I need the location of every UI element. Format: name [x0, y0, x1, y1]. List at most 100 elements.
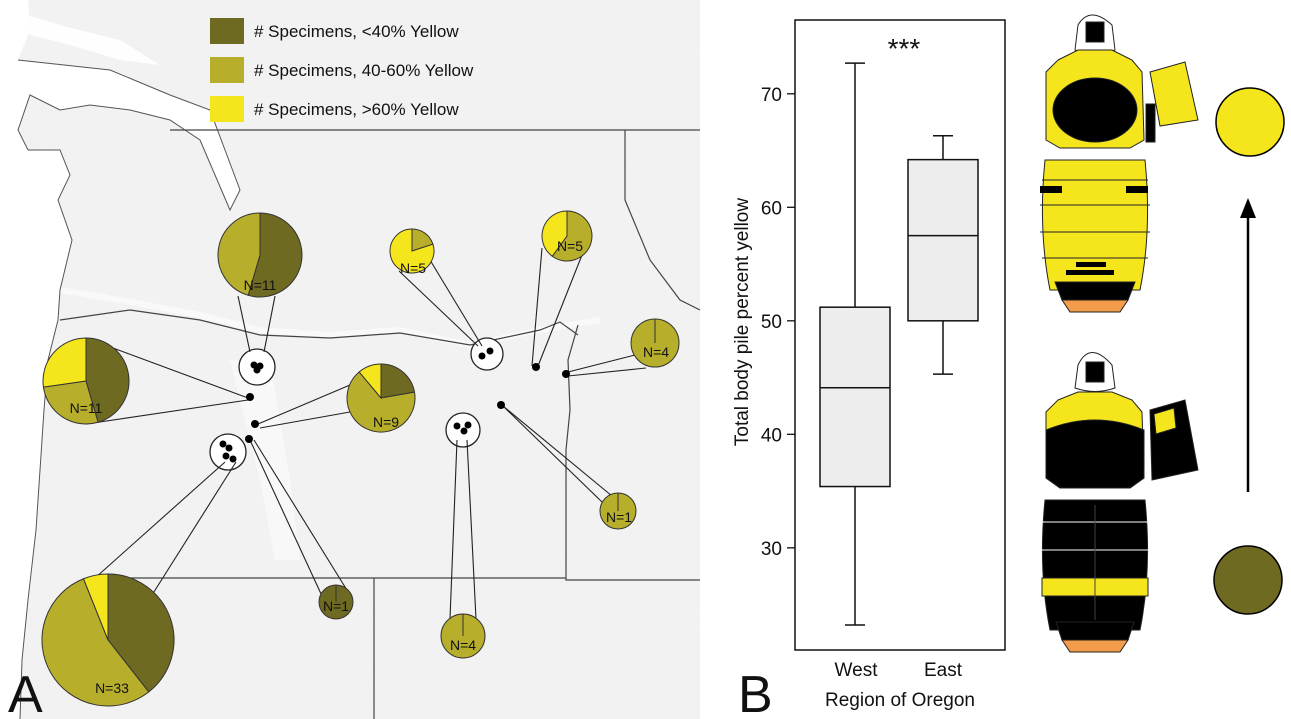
leader-lines — [85, 247, 647, 620]
bee-side-mark — [1153, 407, 1177, 435]
site-dot — [464, 421, 472, 429]
site-dot — [497, 401, 505, 409]
legend: # Specimens, <40% Yellow # Specimens, 40… — [210, 18, 474, 122]
bee-tail-band — [1054, 281, 1136, 301]
pie-slice — [551, 210, 593, 262]
pie-slice — [247, 212, 303, 298]
y-tick-label: 50 — [761, 312, 782, 333]
leader-line — [249, 439, 323, 597]
bee-abdomen-mark — [1040, 186, 1062, 193]
legend-label-bright: # Specimens, >60% Yellow — [254, 100, 459, 119]
x-axis-label: Region of Oregon — [825, 690, 975, 711]
leader-line — [398, 270, 479, 347]
bee-thorax-band — [1045, 419, 1145, 489]
box-west — [819, 62, 891, 626]
bee-thorax-band — [1052, 77, 1138, 143]
pie-label: N=5 — [557, 238, 583, 254]
site-dot — [486, 347, 494, 355]
bee-illustrations — [1040, 14, 1285, 653]
dark-color-circle — [1213, 545, 1283, 615]
y-tick-label: 60 — [761, 198, 782, 219]
pie-label: N=1 — [606, 509, 632, 525]
pie-chart: N=4 — [630, 318, 680, 368]
site-dot — [251, 420, 259, 428]
leader-line — [429, 259, 483, 347]
pie-slice — [358, 363, 382, 400]
bee-tail-band — [1055, 621, 1135, 641]
leader-line — [253, 439, 351, 596]
pie-chart: N=1 — [318, 584, 354, 620]
yellow-color-circle — [1215, 87, 1285, 157]
bee-face-patch — [1085, 361, 1105, 383]
pie-slice — [82, 573, 109, 641]
y-tick-label: 70 — [761, 85, 782, 106]
site-dot — [219, 440, 227, 448]
state-borders — [59, 129, 701, 719]
leader-line — [449, 439, 458, 620]
pie-label: N=11 — [70, 400, 103, 416]
leader-line — [531, 247, 543, 367]
pie-chart: N=11 — [217, 212, 303, 298]
pie-charts: N=11 N=11 N=9 N=33 N=1 N=4 N=5 N=5 N=4 N=1 — [41, 210, 680, 707]
leader-line — [151, 461, 237, 596]
site-dot — [532, 363, 540, 371]
puget-sound — [18, 60, 240, 210]
legend-swatch-bright — [210, 96, 244, 122]
site-dots — [219, 347, 570, 463]
leader-line — [263, 295, 276, 353]
y-axis-label: Total body pile percent yellow — [732, 198, 753, 446]
pie-label: N=9 — [373, 414, 399, 430]
pie-chart: N=9 — [346, 363, 416, 433]
pie-slice — [107, 573, 175, 693]
bee-dark-morph — [1040, 352, 1199, 653]
pie-chart: N=11 — [42, 337, 130, 425]
coastline — [19, 149, 73, 719]
bee-abdomen-mark — [1066, 270, 1114, 275]
panel-letter-b: B — [738, 666, 773, 719]
leader-line — [502, 405, 613, 497]
pie-slice — [389, 228, 435, 274]
pie-chart: N=4 — [440, 613, 486, 659]
sound-outline — [17, 59, 241, 212]
pie-label: N=11 — [244, 277, 277, 293]
site-dot — [229, 455, 237, 463]
bee-abdomen-mark — [1126, 186, 1148, 193]
pie-slice — [541, 210, 568, 257]
leader-line — [237, 295, 251, 353]
y-tick-label: 40 — [761, 425, 782, 446]
site-dot — [562, 370, 570, 378]
pie-slice — [42, 380, 99, 425]
significance-marker: *** — [888, 33, 921, 64]
bee-yellow-morph — [1040, 14, 1199, 313]
site-dot — [460, 427, 468, 435]
legend-swatch-mid — [210, 57, 244, 83]
bee-tail-tip — [1061, 639, 1129, 653]
bee-side-mark — [1145, 103, 1156, 143]
panel-letter-a: A — [8, 666, 43, 719]
x-tick-west: West — [835, 660, 879, 681]
pie-label: N=5 — [400, 260, 426, 276]
pie-chart: N=33 — [41, 573, 175, 707]
pie-chart: N=5 — [541, 210, 593, 262]
straits — [10, 10, 160, 65]
box-iqr — [907, 158, 979, 322]
pie-slice — [217, 212, 261, 296]
leader-line — [537, 254, 583, 367]
leader-line — [259, 411, 351, 429]
leader-line — [85, 399, 249, 425]
site-dot — [253, 366, 261, 374]
ocean — [0, 0, 72, 719]
map-panel: N=11 N=11 N=9 N=33 N=1 N=4 N=5 N=5 N=4 N=1 # Spec… — [0, 0, 701, 719]
pie-label: N=4 — [643, 344, 669, 360]
box-iqr — [819, 306, 891, 488]
boxes — [819, 62, 979, 626]
site-circle — [209, 433, 247, 471]
leader-line — [567, 367, 647, 377]
site-dot — [245, 435, 253, 443]
trend-arrow-head — [1240, 198, 1256, 218]
bee-tail-tip — [1061, 299, 1129, 313]
pie-slice — [41, 578, 150, 707]
site-dot — [222, 452, 230, 460]
y-tick-label: 30 — [761, 539, 782, 560]
pie-label: N=1 — [323, 598, 349, 614]
